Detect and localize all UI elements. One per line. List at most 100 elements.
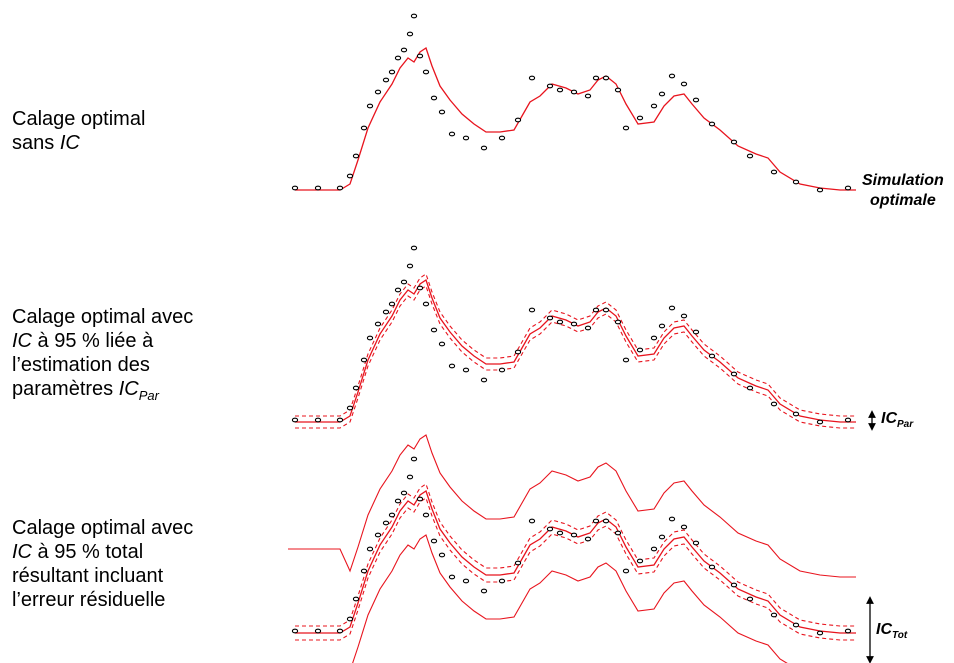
panel-2-observation-point bbox=[746, 385, 754, 391]
panel-2-observation-point bbox=[406, 263, 414, 269]
panel-2-observation-point bbox=[528, 307, 536, 313]
panel-2-observation-point bbox=[382, 309, 390, 315]
panel-3-observation-point bbox=[816, 630, 824, 636]
panel-1-line1: Calage optimal bbox=[12, 108, 146, 130]
panel-3-observation-point bbox=[346, 616, 354, 622]
panel-1-observation-point bbox=[498, 135, 506, 141]
panel-1-observation-point bbox=[448, 131, 456, 137]
panel-1-observation-point bbox=[438, 109, 446, 115]
panel-2-observation-point bbox=[394, 287, 402, 293]
panel-3-observation-point bbox=[416, 496, 424, 502]
panel-1-observation-point bbox=[746, 153, 754, 159]
panel-2-observation-point bbox=[658, 323, 666, 329]
panel-2-observation-point bbox=[636, 347, 644, 353]
panel-2-line2: IC à 95 % liée à bbox=[12, 330, 154, 352]
panel-2-simulation-line bbox=[295, 278, 856, 423]
panel-2-observation-point bbox=[430, 327, 438, 333]
panel-2-plot bbox=[291, 245, 856, 429]
panel-1-observation-point bbox=[730, 139, 738, 145]
panel-1-observation-point bbox=[374, 89, 382, 95]
panel-1-observation-point bbox=[291, 185, 299, 191]
panel-1-observation-point bbox=[570, 89, 578, 95]
panel-3-line2: IC à 95 % total bbox=[12, 541, 144, 563]
panel-1-observation-point bbox=[400, 47, 408, 53]
simulation-optimale-label: Simulation optimale bbox=[862, 172, 944, 209]
panel-3-observation-point bbox=[708, 564, 716, 570]
panel-1-observation-point bbox=[816, 187, 824, 193]
panel-1-observation-point bbox=[592, 75, 600, 81]
panel-2-observation-point bbox=[792, 411, 800, 417]
panel-2-ic-par-lower bbox=[295, 285, 856, 429]
panel-1-observation-point bbox=[514, 117, 522, 123]
panel-1-observation-point bbox=[336, 185, 344, 191]
panel-1-observation-point bbox=[614, 87, 622, 93]
panel-1-observation-point bbox=[360, 125, 368, 131]
panel-2-observation-point bbox=[730, 371, 738, 377]
panel-1-observation-point bbox=[366, 103, 374, 109]
panel-2-ic-par-upper bbox=[295, 273, 856, 417]
panel-3-observation-point bbox=[366, 546, 374, 552]
panel-1-observation-point bbox=[406, 31, 414, 37]
panel-2-observation-point bbox=[556, 319, 564, 325]
panel-2-observation-point bbox=[708, 353, 716, 359]
panel-3-observation-point bbox=[400, 490, 408, 496]
panel-3-observation-point bbox=[650, 546, 658, 552]
panel-1-observation-point bbox=[352, 153, 360, 159]
panel-2-observation-point bbox=[336, 417, 344, 423]
panel-3-observation-point bbox=[388, 512, 396, 518]
ic-par-label: ICPar bbox=[881, 410, 914, 430]
panel-2-observation-point bbox=[366, 335, 374, 341]
panel-1-observation-point bbox=[668, 73, 676, 79]
panel-3-observation-point bbox=[406, 474, 414, 480]
panel-2-observation-point bbox=[650, 335, 658, 341]
panel-1-observation-point bbox=[584, 93, 592, 99]
panel-3-line3: résultant incluant bbox=[12, 565, 164, 587]
panel-3-observation-point bbox=[410, 456, 418, 462]
panel-1-observation-point bbox=[658, 91, 666, 97]
panel-2-observation-point bbox=[514, 349, 522, 355]
panel-2-observation-point bbox=[400, 279, 408, 285]
panel-3-observation-point bbox=[730, 582, 738, 588]
panel-2-observation-point bbox=[410, 245, 418, 251]
panel-3-observation-point bbox=[746, 596, 754, 602]
panel-1-observation-point bbox=[792, 179, 800, 185]
panel-1-observation-point bbox=[546, 83, 554, 89]
panel-2-observation-point bbox=[816, 419, 824, 425]
panel-1-observation-point bbox=[708, 121, 716, 127]
panel-2-observation-point bbox=[388, 301, 396, 307]
panel-3-observation-point bbox=[844, 628, 852, 634]
panel-3-observation-point bbox=[636, 558, 644, 564]
panel-2-observation-point bbox=[360, 357, 368, 363]
panel-3-ic-par-upper bbox=[295, 483, 856, 627]
panel-1-simulation-line bbox=[295, 46, 856, 191]
panel-3-ic-tot-lower bbox=[352, 534, 788, 663]
panel-2-observation-point bbox=[498, 367, 506, 373]
panel-3-observation-point bbox=[692, 540, 700, 546]
panel-3-line1: Calage optimal avec bbox=[12, 517, 194, 539]
panel-2-observation-point bbox=[438, 341, 446, 347]
panel-3-observation-point bbox=[668, 516, 676, 522]
panel-3-observation-point bbox=[462, 578, 470, 584]
panel-1-observation-point bbox=[528, 75, 536, 81]
panel-1-observation-point bbox=[422, 69, 430, 75]
panel-1-observation-point bbox=[346, 173, 354, 179]
panel-3-observation-point bbox=[480, 588, 488, 594]
panel-3-observation-point bbox=[584, 536, 592, 542]
panel-1-observation-point bbox=[410, 13, 418, 19]
panel-3-observation-point bbox=[514, 560, 522, 566]
panel-1-observation-point bbox=[480, 145, 488, 151]
panel-1-observation-point bbox=[844, 185, 852, 191]
panel-3-observation-point bbox=[422, 512, 430, 518]
panel-3-line4: l’erreur résiduelle bbox=[12, 589, 166, 611]
panel-2-observation-point bbox=[416, 285, 424, 291]
panel-2-observation-point bbox=[584, 325, 592, 331]
panel-1-observation-point bbox=[430, 95, 438, 101]
panel-2-observation-point bbox=[314, 417, 322, 423]
panel-2-observation-point bbox=[844, 417, 852, 423]
panel-3-simulation-line bbox=[295, 489, 856, 634]
panel-3-ic-par-lower bbox=[295, 497, 856, 641]
panel-1-observation-point bbox=[692, 97, 700, 103]
panel-2-observation-point bbox=[614, 319, 622, 325]
panel-2-observation-point bbox=[668, 305, 676, 311]
